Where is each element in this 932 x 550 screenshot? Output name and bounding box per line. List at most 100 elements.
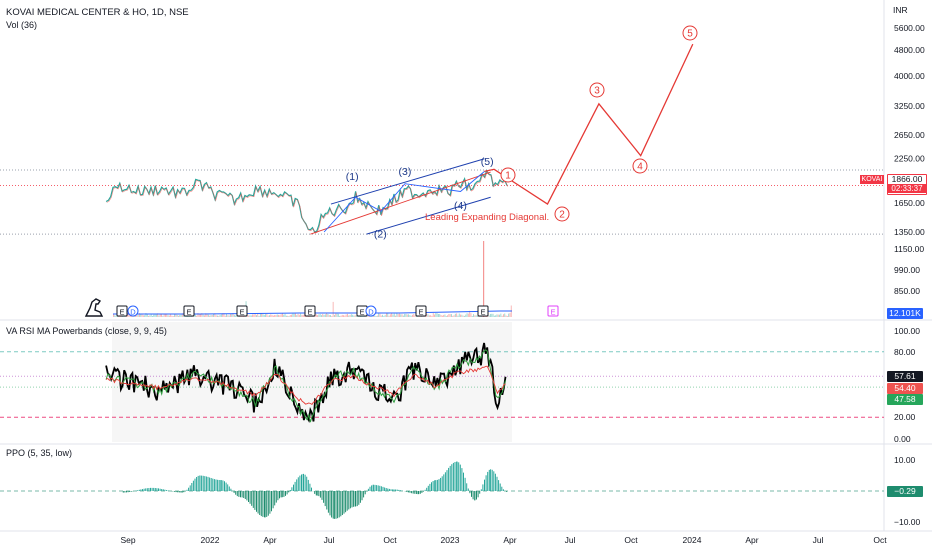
volume-bar [162, 315, 164, 317]
volume-bar [280, 314, 282, 317]
volume-bar [384, 314, 386, 317]
volume-bar [292, 313, 294, 317]
event-marker-label: D [130, 308, 136, 317]
volume-bar [458, 313, 460, 317]
volume-bar [504, 313, 506, 317]
countdown-badge: 02:33:37 [888, 184, 926, 193]
volume-bar [128, 314, 130, 317]
time-axis-tick: Apr [263, 535, 276, 545]
volume-bar [392, 314, 394, 317]
volume-bar [383, 316, 385, 317]
volume-ma-line [113, 310, 512, 315]
volume-bar [288, 316, 290, 317]
volume-bar [284, 313, 286, 317]
projection-circle [589, 82, 605, 98]
price-axis-tick: 5600.00 [894, 23, 925, 33]
projection-circle [682, 25, 698, 41]
volume-bar [174, 313, 175, 317]
volume-bar [426, 313, 428, 317]
event-marker-label: D [368, 308, 374, 317]
volume-bar [161, 313, 162, 317]
volume-bar [454, 313, 456, 317]
volume-bar [388, 315, 390, 317]
earnings-marker [116, 305, 128, 317]
volume-bar [500, 313, 502, 317]
volume-bar [295, 313, 296, 317]
volume-bar [331, 316, 333, 317]
earnings-marker [547, 305, 559, 317]
price-badge-value: 1866.00 [891, 174, 923, 184]
price-axis-tick: 3250.00 [894, 101, 925, 111]
volume-bar [157, 313, 159, 317]
volume-bar [198, 314, 200, 317]
projection-label: 2 [559, 210, 565, 221]
chart-title: KOVAI MEDICAL CENTER & HO, 1D, NSE [6, 7, 189, 18]
volume-bar [501, 315, 503, 317]
volume-bar [506, 316, 508, 317]
volume-bar [178, 315, 179, 317]
volume-bar [150, 313, 152, 317]
volume-bar [200, 314, 201, 317]
volume-bar [304, 314, 305, 317]
volume-bar [505, 315, 507, 317]
volume-bar [397, 314, 399, 317]
volume-bar [467, 313, 469, 317]
volume-legend: Vol (36) [6, 20, 38, 30]
volume-bar [259, 313, 261, 317]
volume-bar [508, 313, 510, 317]
volume-bar [197, 313, 199, 317]
volume-bar [430, 315, 432, 317]
ppo-tick-10: 10.00 [894, 455, 916, 465]
volume-bar [439, 314, 441, 317]
volume-bar [319, 313, 321, 317]
volume-bar [206, 313, 208, 317]
volume-bar [396, 313, 398, 317]
earnings-marker [415, 305, 427, 317]
wave-label: (2) [374, 228, 387, 240]
volume-bar [379, 313, 381, 317]
volume-bar [449, 314, 451, 317]
volume-bar [279, 315, 281, 317]
wave-path-subwaves [323, 171, 485, 233]
volume-bar [380, 315, 382, 317]
volume-bar [296, 315, 298, 317]
volume-bar [301, 315, 303, 317]
time-axis-tick: Jul [813, 535, 824, 545]
volume-bar [142, 315, 144, 317]
price-axis-tick: 990.00 [894, 265, 920, 275]
volume-bar [285, 315, 287, 317]
rsi-tick-20: 20.00 [894, 412, 916, 422]
time-axis-tick: Oct [873, 535, 887, 545]
volume-bar [461, 314, 463, 317]
volume-bar [327, 314, 329, 317]
volume-bar [300, 313, 302, 317]
volume-bar [266, 313, 268, 317]
volume-bar [326, 313, 328, 317]
volume-bar [324, 314, 326, 317]
volume-bar [373, 315, 374, 317]
ppo-title: PPO (5, 35, low) [6, 448, 73, 458]
volume-bar [171, 315, 173, 317]
channel-upper [330, 158, 485, 205]
volume-bar [183, 315, 185, 317]
volume-bar [166, 314, 168, 317]
volume-bar [466, 313, 468, 317]
volume-bar [176, 314, 178, 317]
volume-bar [497, 314, 499, 317]
volume-bar [298, 314, 300, 317]
volume-bar [345, 314, 347, 317]
volume-bar [404, 313, 406, 317]
volume-bar [257, 313, 259, 317]
volume-bar [149, 315, 151, 317]
projection-circle [554, 206, 570, 222]
volume-bar [155, 314, 157, 317]
volume-bar [282, 313, 283, 317]
volume-bar [356, 315, 357, 317]
event-marker-label: E [186, 308, 191, 317]
volume-bar [202, 314, 204, 317]
wave-label: (4) [454, 200, 467, 212]
volume-bar [335, 313, 337, 317]
volume-bar [496, 314, 498, 317]
